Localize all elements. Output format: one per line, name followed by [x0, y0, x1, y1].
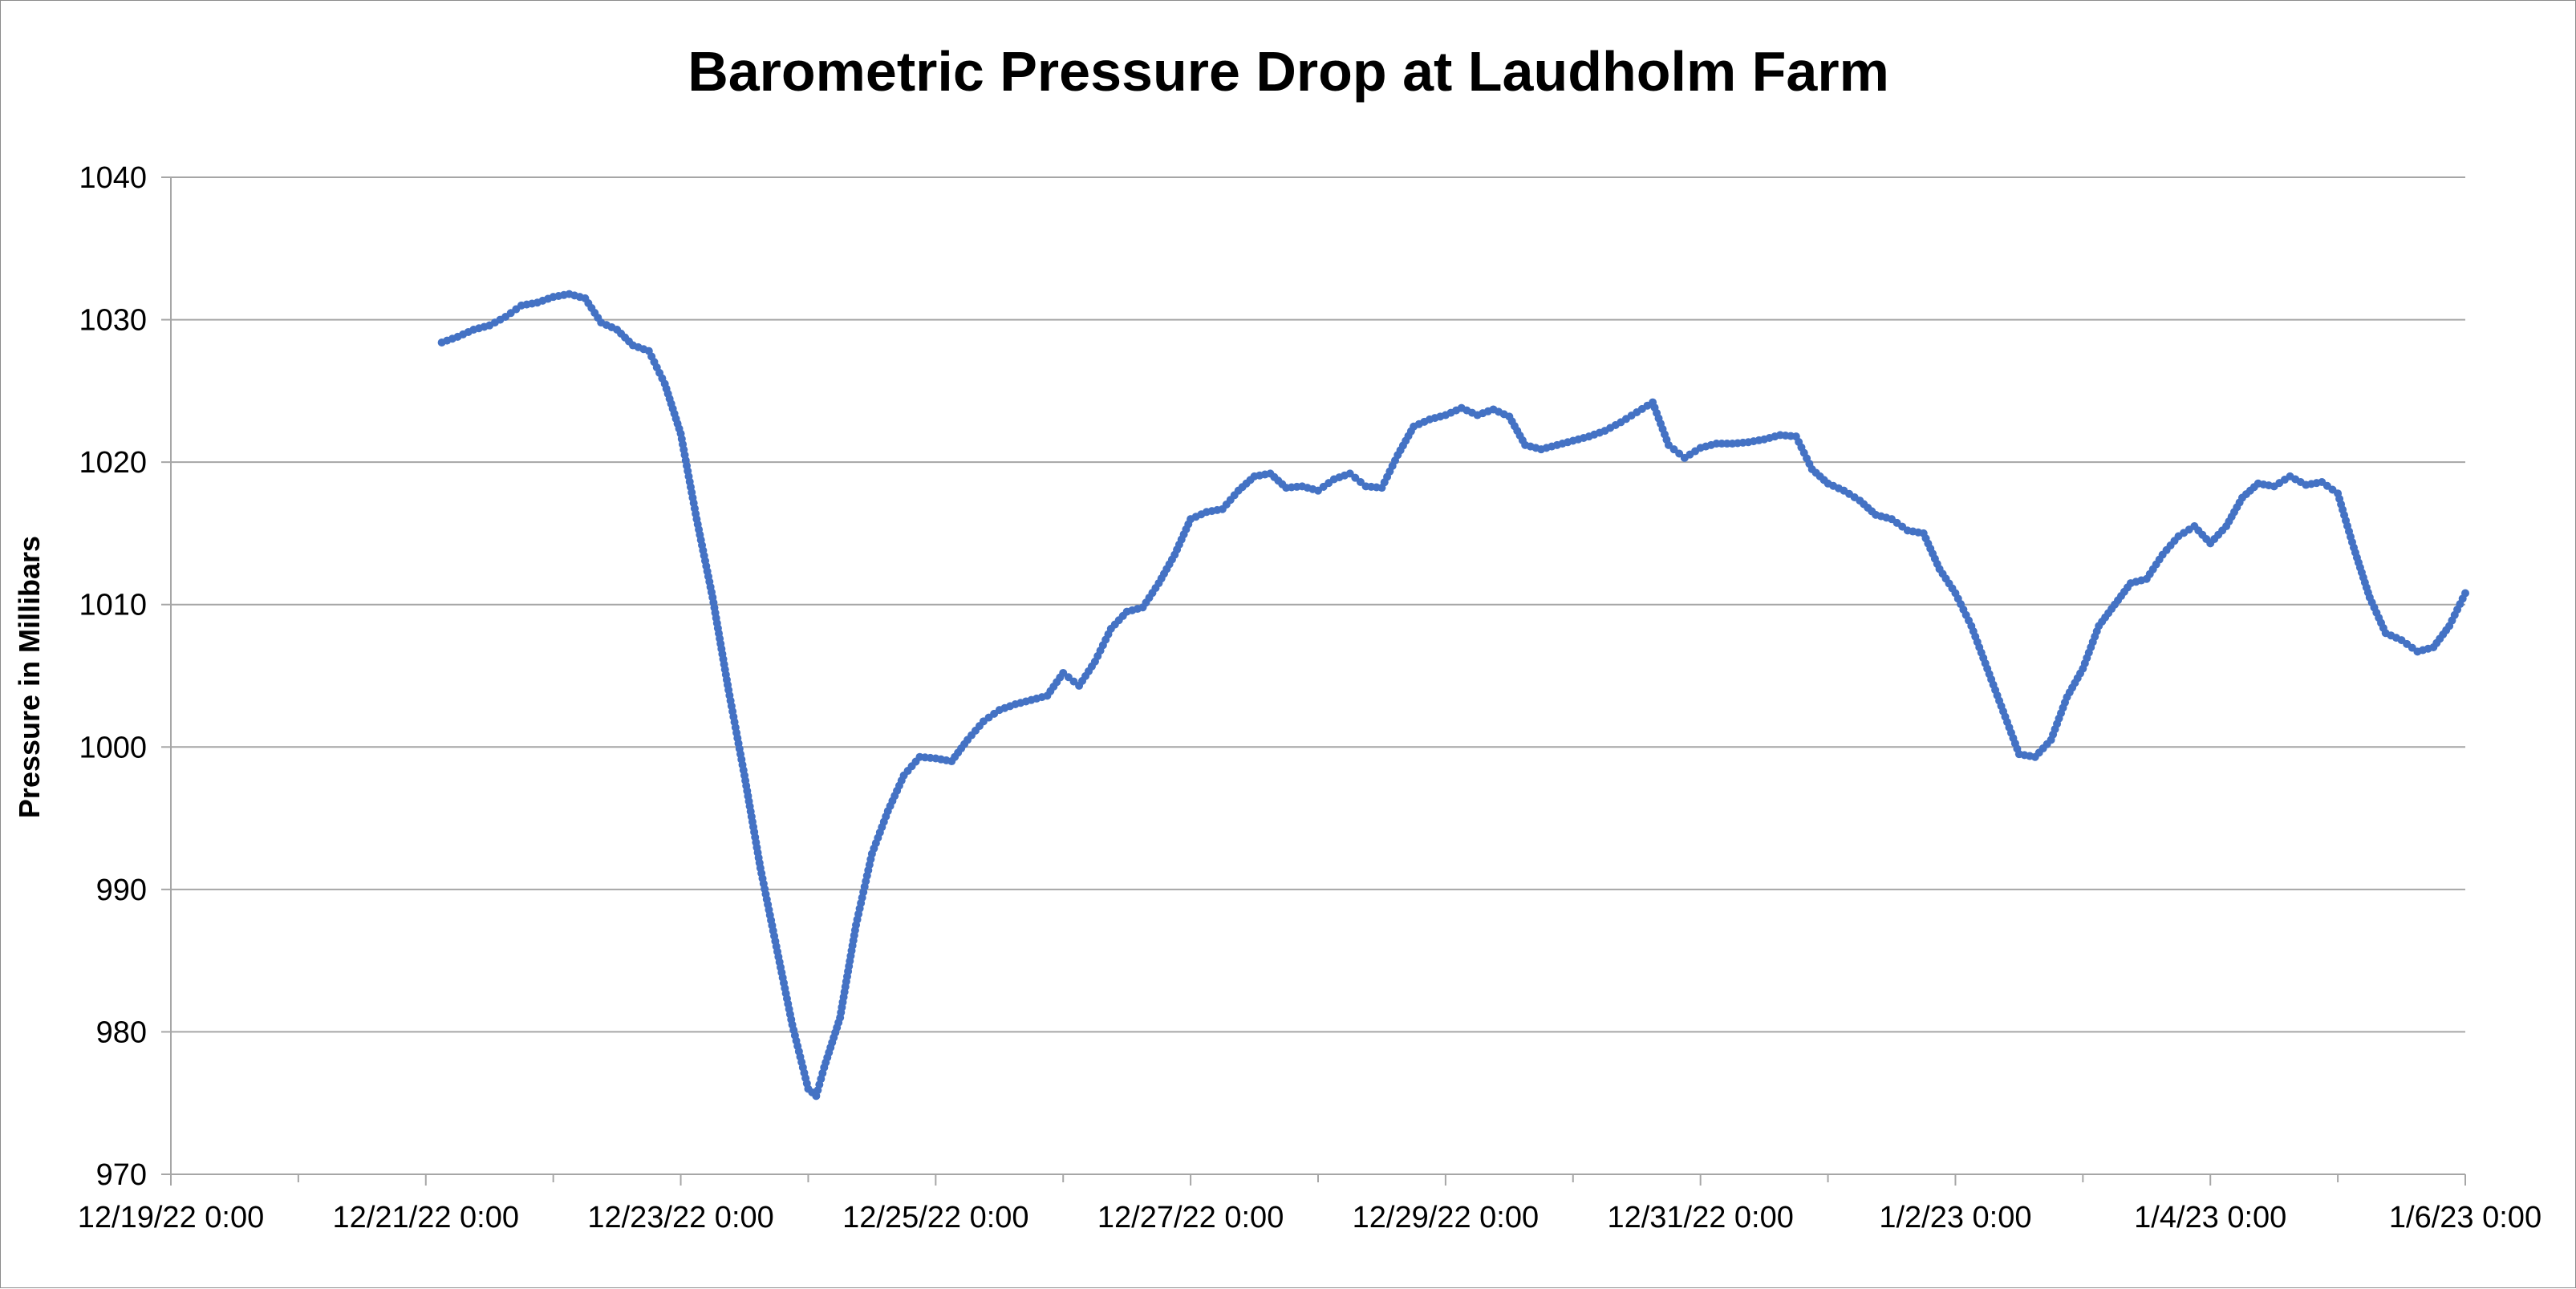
chart-title: Barometric Pressure Drop at Laudholm Far… [688, 40, 1889, 103]
x-tick-label: 1/6/23 0:00 [2389, 1201, 2542, 1234]
x-tick-label: 1/4/23 0:00 [2134, 1201, 2286, 1234]
x-tick-label: 12/23/22 0:00 [587, 1201, 773, 1234]
y-tick-label: 1020 [79, 446, 147, 480]
x-tick-label: 12/21/22 0:00 [333, 1201, 519, 1234]
y-tick-label: 1000 [79, 731, 147, 764]
y-tick-label: 1030 [79, 304, 147, 338]
y-tick-label: 980 [96, 1015, 147, 1049]
x-tick-label: 12/29/22 0:00 [1353, 1201, 1539, 1234]
y-tick-label: 970 [96, 1158, 147, 1192]
x-tick-label: 12/31/22 0:00 [1607, 1201, 1793, 1234]
gridlines [171, 176, 2465, 1033]
x-tick-label: 1/2/23 0:00 [1879, 1201, 2031, 1234]
data-points [437, 290, 2469, 1101]
data-point [2461, 589, 2469, 598]
x-tick-label: 12/19/22 0:00 [78, 1201, 264, 1234]
x-tick-label: 12/27/22 0:00 [1097, 1201, 1284, 1234]
x-tick-labels: 12/19/22 0:00 12/21/22 0:00 12/23/22 0:00 1… [78, 1201, 2542, 1234]
y-tick-label: 990 [96, 874, 147, 907]
y-tick-label: 1040 [79, 161, 147, 195]
y-tick-labels: 970 980 990 1000 1010 1020 1030 1040 [79, 161, 147, 1192]
y-tick-label: 1010 [79, 589, 147, 622]
y-axis-title: Pressure in Millibars [13, 536, 46, 818]
x-tick-label: 12/25/22 0:00 [842, 1201, 1028, 1234]
axes [161, 176, 2466, 1186]
